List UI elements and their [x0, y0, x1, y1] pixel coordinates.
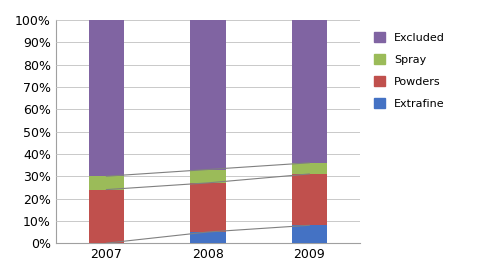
Bar — [190, 183, 226, 232]
Bar — [292, 20, 327, 163]
Bar — [88, 190, 124, 243]
Bar — [88, 20, 124, 176]
Legend: Excluded, Spray, Powders, Extrafine: Excluded, Spray, Powders, Extrafine — [372, 30, 447, 111]
Bar — [190, 169, 226, 183]
Bar — [292, 225, 327, 243]
Bar — [292, 174, 327, 225]
Bar — [88, 176, 124, 190]
Bar — [190, 20, 226, 169]
Bar — [292, 163, 327, 174]
Bar — [190, 232, 226, 243]
